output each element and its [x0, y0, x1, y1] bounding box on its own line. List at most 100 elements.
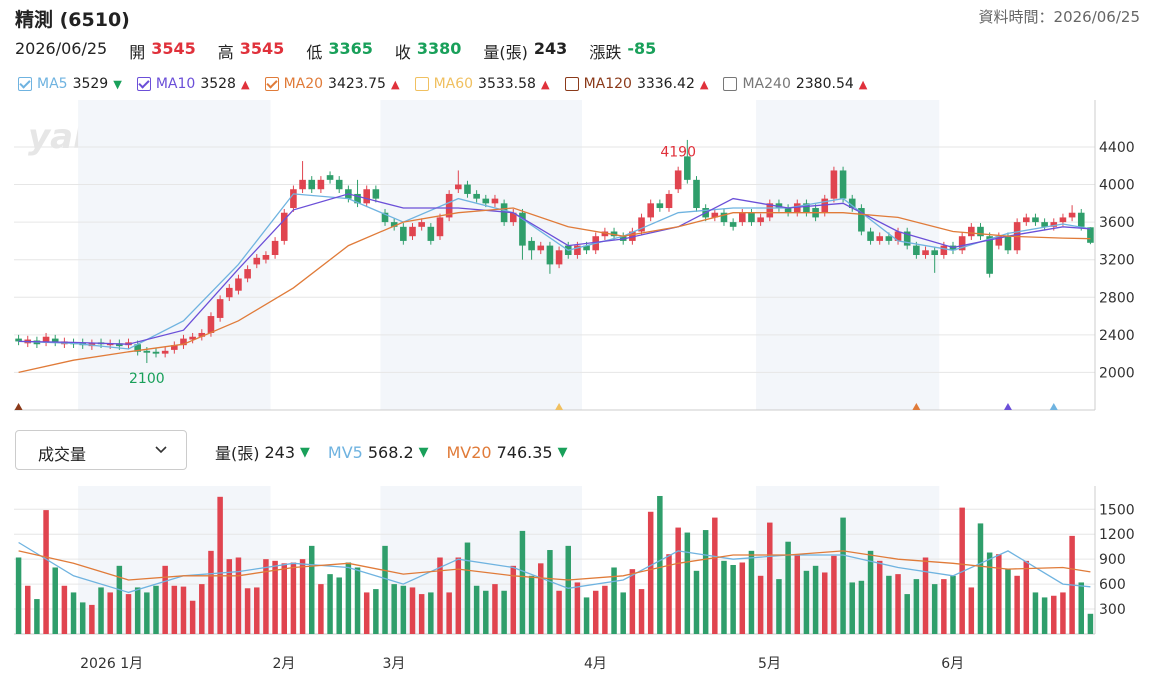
volume-bar: [391, 584, 397, 634]
candle-body: [684, 156, 691, 180]
volume-bar: [794, 554, 801, 634]
volume-bar: [519, 530, 526, 634]
legend-checkbox: [414, 77, 429, 91]
quote-item: 漲跌 -85: [589, 39, 656, 63]
candle-body: [427, 226, 435, 241]
volume-bar: [1060, 592, 1066, 634]
legend-item: 量(張) 243 ▼: [215, 440, 310, 464]
candle-body: [335, 179, 343, 190]
candle-body: [665, 193, 673, 209]
candle-body: [262, 255, 270, 260]
volume-bar: [290, 562, 297, 634]
quote-label: 高: [217, 43, 234, 62]
candle-body: [693, 179, 700, 209]
volume-bar: [473, 585, 480, 634]
candle-body: [354, 193, 361, 204]
volume-bar: [547, 550, 553, 634]
quote-value: 3545: [151, 39, 196, 58]
volume-bar: [886, 575, 892, 634]
volume-bar: [638, 589, 645, 634]
candle-body: [409, 226, 416, 237]
legend-name: MV20: [446, 442, 492, 462]
candle-body: [1022, 217, 1030, 223]
volume-bar: [803, 570, 810, 634]
signal-marker: [555, 403, 564, 410]
volume-bar: [1032, 592, 1039, 634]
legend-trend: ▲: [540, 77, 550, 91]
candle-body: [280, 212, 288, 241]
legend-trend: ▼: [418, 444, 429, 460]
volume-bar: [1087, 613, 1094, 634]
legend-name: MA20: [283, 76, 324, 92]
legend-trend: ▼: [113, 77, 122, 91]
signal-marker: [1003, 403, 1012, 410]
volume-bar: [52, 567, 58, 634]
volume-bar: [657, 495, 663, 634]
quote-label: 量(張): [483, 43, 528, 62]
volume-bar: [254, 587, 260, 634]
volume-bar: [913, 579, 920, 634]
candle-body: [134, 344, 141, 352]
ma-line: [18, 193, 1091, 345]
volume-bar: [336, 577, 342, 634]
candle-body: [290, 189, 297, 209]
volume-bar: [1051, 595, 1057, 634]
candle-body: [876, 236, 884, 241]
x-tick-label: 2026 1月: [80, 656, 143, 672]
candle-body: [1068, 212, 1076, 218]
volume-bar: [950, 575, 956, 634]
y-tick-label: 2400: [1099, 328, 1135, 344]
volume-bar: [666, 554, 672, 634]
data-time: 資料時間：2026/06/25: [978, 8, 1140, 26]
candle-body: [546, 245, 554, 265]
extreme-label: 4190: [660, 145, 696, 161]
volume-bar: [437, 557, 443, 634]
volume-bar: [24, 585, 31, 634]
volume-bar: [565, 545, 571, 634]
legend-name: 量(張): [215, 444, 260, 463]
legend-item: MV20 746.35 ▼: [446, 440, 567, 464]
y-tick-label: 4000: [1099, 178, 1135, 194]
volume-bar: [15, 557, 22, 634]
volume-bar: [153, 585, 159, 634]
candle-body: [1041, 222, 1048, 227]
ma-line: [18, 541, 1091, 594]
legend-trend: ▲: [240, 77, 250, 91]
candle-body: [903, 231, 911, 246]
volume-bar: [812, 565, 819, 634]
legend-item: MV5 568.2 ▼: [328, 440, 429, 464]
candle-body: [253, 257, 261, 265]
volume-bar: [244, 588, 251, 634]
volume-bar: [739, 562, 746, 634]
volume-bar: [611, 567, 617, 634]
volume-bar: [922, 557, 929, 634]
candle-body: [400, 226, 407, 241]
signal-marker: [14, 403, 23, 410]
y-tick-label: 1500: [1099, 502, 1135, 518]
legend-value: 3528: [200, 76, 236, 92]
volume-bar: [602, 585, 608, 634]
legend-checkbox: [136, 77, 151, 91]
candle-body: [574, 245, 581, 255]
candle-body: [995, 236, 1003, 246]
candle-body: [848, 198, 856, 209]
indicator-dropdown[interactable]: 成交量: [15, 430, 187, 470]
legend-value: 243: [264, 442, 296, 462]
candle-body: [180, 338, 187, 346]
candle-body: [913, 245, 920, 255]
y-tick-label: 4400: [1099, 140, 1135, 156]
candle-body: [830, 170, 838, 199]
candle-body: [500, 203, 508, 223]
quote-value: 3380: [416, 39, 462, 58]
volume-bar: [528, 575, 535, 634]
extreme-label: 2100: [129, 371, 165, 387]
candle-body: [216, 299, 224, 318]
legend-trend: ▼: [300, 444, 310, 460]
volume-bar: [767, 522, 773, 634]
quote-label: 收: [394, 43, 411, 62]
candle-body: [455, 184, 462, 190]
legend-item: MA5 3529 ▼: [18, 76, 122, 92]
candle-body: [766, 203, 774, 218]
volume-bar: [400, 585, 407, 634]
volume-bar: [730, 564, 736, 634]
